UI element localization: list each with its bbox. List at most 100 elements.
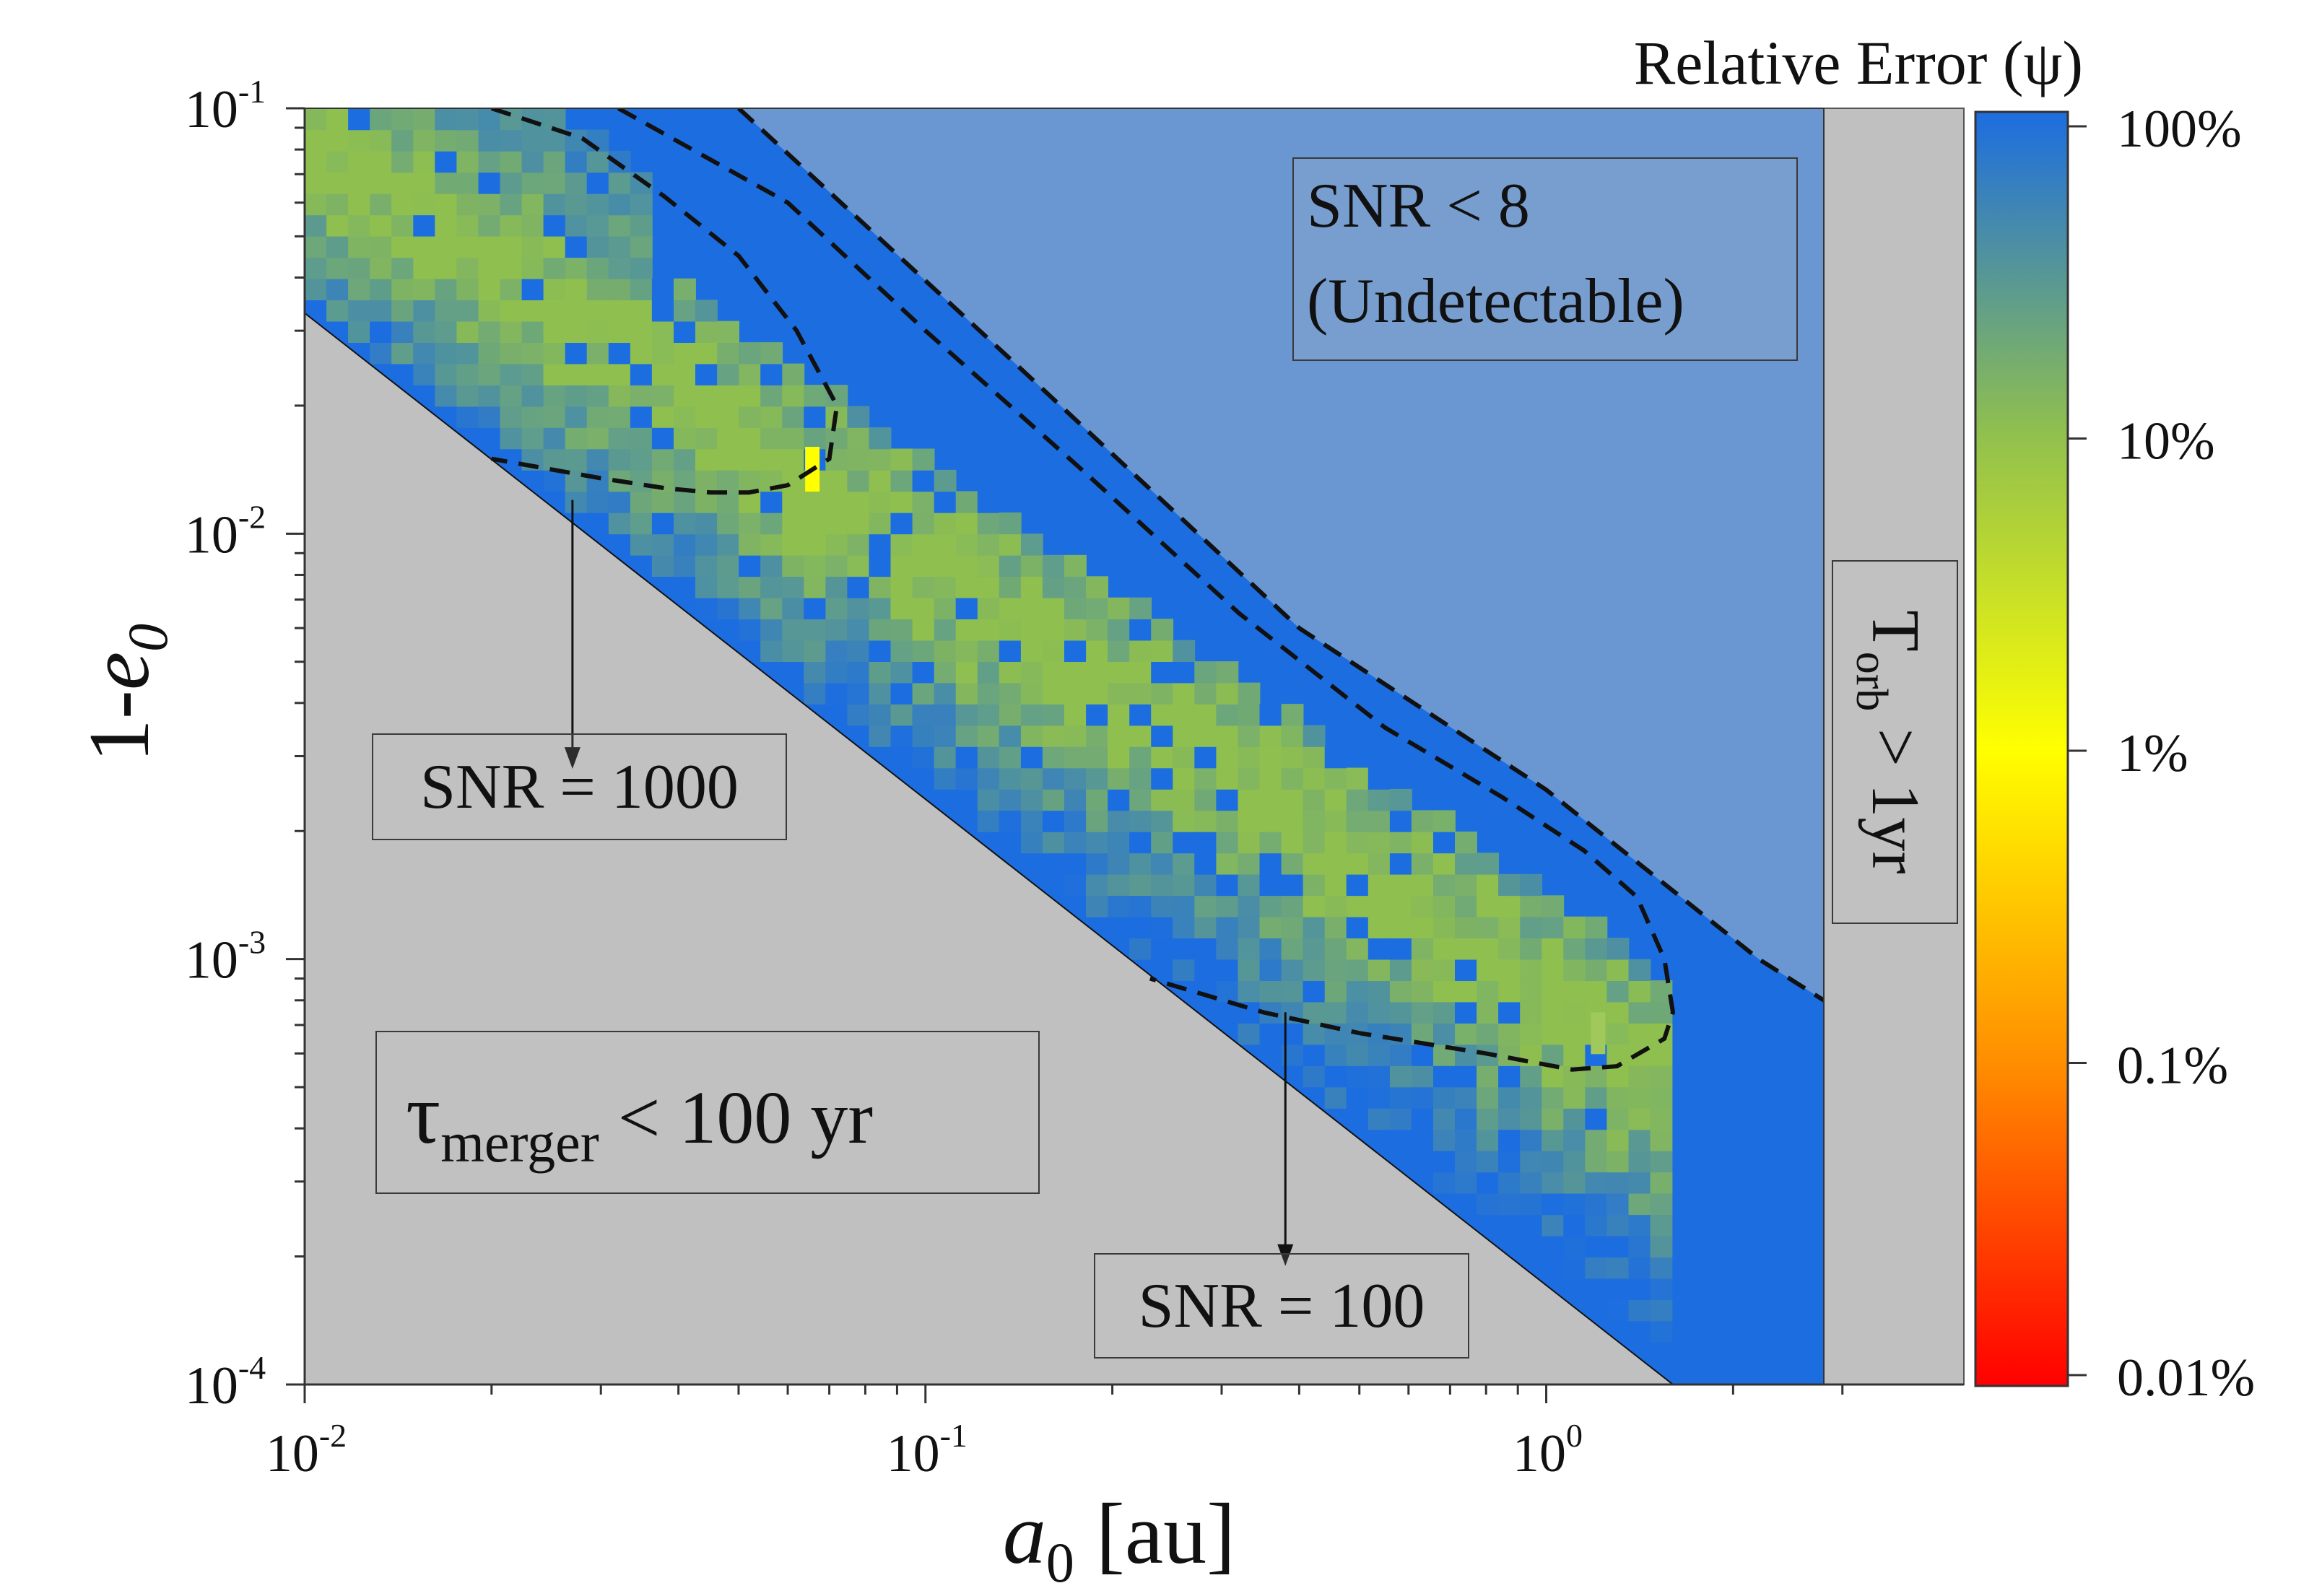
- y-axis: 10-1 10-2 10-3 10-4: [185, 73, 306, 1416]
- heatmap-cell: [1542, 1129, 1565, 1151]
- heatmap-cell: [1173, 959, 1196, 981]
- heatmap-cell: [1520, 916, 1543, 938]
- heatmap-cell: [456, 193, 479, 216]
- heatmap-cell: [739, 576, 761, 598]
- heatmap-cell: [1151, 938, 1174, 960]
- heatmap-cell: [1324, 873, 1347, 897]
- heatmap-cell: [1194, 895, 1217, 917]
- heatmap-cell: [478, 193, 501, 216]
- heatmap-cell: [543, 342, 566, 365]
- heatmap-cell: [1433, 852, 1456, 875]
- heatmap-cell: [804, 554, 827, 577]
- heatmap-cell: [1606, 1150, 1630, 1173]
- heatmap-cell: [1173, 938, 1196, 960]
- heatmap-cell: [370, 193, 393, 216]
- heatmap-cell: [869, 725, 892, 747]
- heatmap-cell: [1281, 725, 1304, 747]
- heatmap-cell: [1042, 682, 1065, 705]
- heatmap-cell: [608, 193, 631, 216]
- heatmap-cell: [370, 129, 393, 152]
- heatmap-cell: [1238, 916, 1261, 938]
- heatmap-cell: [391, 108, 414, 131]
- heatmap-cell: [1477, 895, 1499, 917]
- colorbar-tick-label: 10%: [2117, 412, 2215, 471]
- heatmap-cell: [305, 257, 327, 279]
- heatmap-cell: [500, 427, 523, 450]
- heatmap-cell: [1542, 1086, 1565, 1109]
- heatmap-cell: [1238, 1023, 1261, 1045]
- heatmap-cell: [305, 150, 327, 173]
- heatmap-cell: [1173, 788, 1196, 811]
- heatmap-cell: [413, 150, 436, 173]
- heatmap-cell: [912, 704, 935, 726]
- heatmap-cell: [782, 640, 805, 662]
- heatmap-cell: [1367, 810, 1391, 832]
- heatmap-cell: [1086, 576, 1108, 598]
- heatmap-cell: [890, 448, 913, 471]
- heatmap-cell: [977, 788, 1000, 811]
- heatmap-cell: [674, 491, 696, 513]
- heatmap-cell: [1628, 1278, 1651, 1300]
- heatmap-cell: [1650, 1278, 1673, 1300]
- heatmap-cell: [1108, 767, 1130, 790]
- heatmap-cell: [630, 385, 653, 407]
- heatmap-cell: [1020, 767, 1043, 790]
- heatmap-cells: [305, 108, 1673, 1364]
- heatmap-cell: [1173, 831, 1196, 854]
- heatmap-cell: [608, 235, 631, 258]
- heatmap-cell: [717, 597, 739, 619]
- heatmap-cell: [977, 576, 1000, 598]
- heatmap-cell: [1173, 746, 1196, 769]
- colorbar-ticks: 100% 10% 1% 0.1% 0.01%: [2068, 100, 2255, 1408]
- heatmap-cell: [1303, 831, 1326, 854]
- heatmap-cell: [717, 406, 739, 428]
- heatmap-cell: [305, 172, 327, 194]
- heatmap-cell: [1064, 704, 1087, 726]
- heatmap-cell: [1303, 959, 1326, 981]
- heatmap-cell: [565, 172, 588, 194]
- heatmap-cell: [955, 619, 978, 641]
- heatmap-cell: [630, 278, 653, 300]
- heatmap-cell: [847, 640, 870, 662]
- heatmap-cell: [391, 150, 414, 173]
- heatmap-cell: [1455, 959, 1477, 981]
- heatmap-cell: [348, 320, 370, 343]
- heatmap-cell: [543, 278, 566, 300]
- heatmap-cell: [543, 172, 566, 194]
- heatmap-cell: [651, 448, 674, 471]
- heatmap-cell: [521, 150, 544, 173]
- heatmap-cell: [739, 597, 761, 619]
- heatmap-cell: [435, 214, 458, 237]
- heatmap-cell: [1433, 1172, 1456, 1194]
- heatmap-cell: [825, 576, 848, 598]
- heatmap-cell: [1498, 1001, 1521, 1024]
- heatmap-cell: [1389, 1044, 1412, 1066]
- heatmap-cell: [500, 129, 523, 152]
- heatmap-cell: [999, 597, 1022, 619]
- heatmap-cell: [478, 385, 501, 407]
- heatmap-cell: [1194, 767, 1217, 790]
- heatmap-cell: [565, 300, 588, 322]
- heatmap-cell: [1650, 1299, 1673, 1322]
- heatmap-cell: [695, 469, 718, 492]
- heatmap-cell: [1064, 852, 1087, 875]
- heatmap-cell: [500, 363, 523, 385]
- heatmap-cell: [1367, 767, 1391, 790]
- heatmap-cell: [717, 385, 739, 407]
- annotation-arrow-head: [1277, 1244, 1294, 1266]
- heatmap-cell: [1411, 1001, 1434, 1024]
- heatmap-cell: [934, 619, 957, 641]
- heatmap-cell: [1389, 831, 1412, 854]
- heatmap-cell: [760, 619, 783, 641]
- heatmap-cell: [1173, 767, 1196, 790]
- heatmap-cell: [977, 661, 1000, 684]
- heatmap-cell: [1585, 1086, 1608, 1109]
- heatmap-cell: [1020, 640, 1043, 662]
- heatmap-cell: [478, 342, 501, 365]
- heatmap-cell: [782, 554, 805, 577]
- heatmap-cell: [1042, 746, 1065, 769]
- heatmap-cell: [435, 278, 458, 300]
- heatmap-cell: [1585, 938, 1608, 960]
- heatmap-cell: [543, 214, 566, 237]
- heatmap-cell: [608, 320, 631, 343]
